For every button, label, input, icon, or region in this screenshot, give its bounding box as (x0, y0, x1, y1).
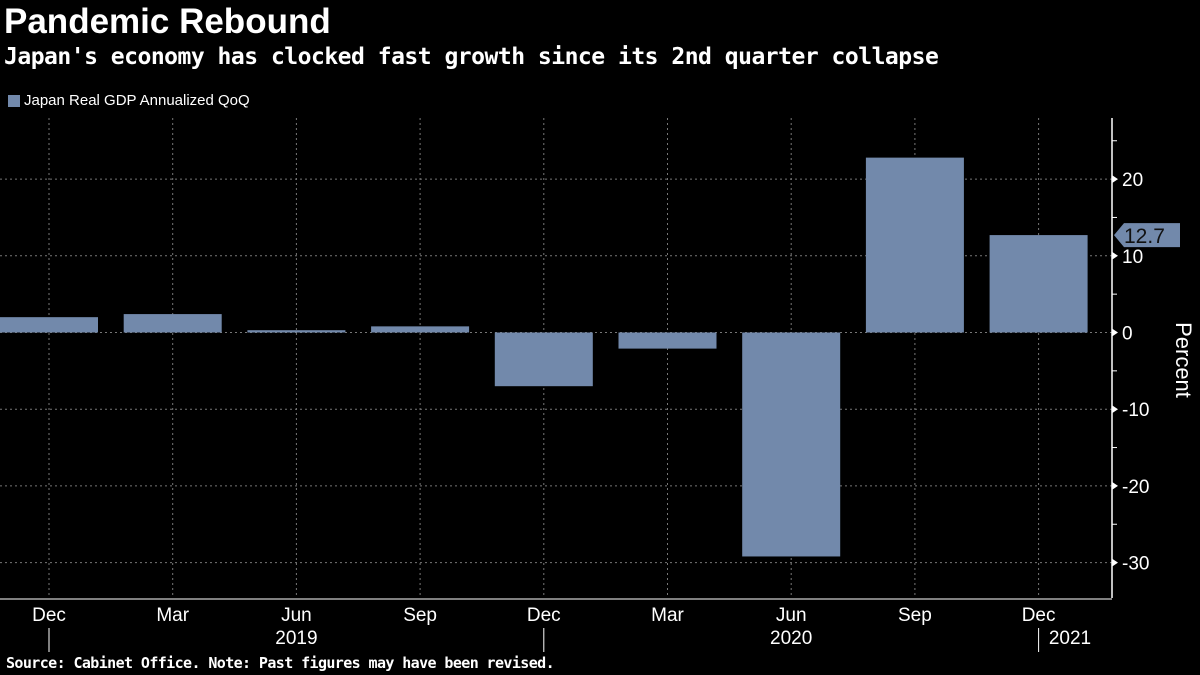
chart-title: Pandemic Rebound (4, 2, 331, 41)
x-tick-label: Dec (1022, 605, 1056, 626)
bar (0, 317, 98, 333)
bar (247, 330, 346, 333)
legend: Japan Real GDP Annualized QoQ (8, 92, 250, 109)
bar (123, 314, 222, 333)
x-tick-label: Jun (281, 605, 312, 626)
x-tick-label: Mar (651, 605, 684, 626)
y-tick-label: 20 (1122, 170, 1143, 191)
y-tick-label: -30 (1122, 554, 1149, 575)
x-tick-label: Jun (776, 605, 807, 626)
y-tick-label: -10 (1122, 400, 1149, 421)
bar (742, 332, 841, 557)
y-tick-mark (1112, 251, 1118, 260)
x-tick-label: Sep (403, 605, 437, 626)
y-tick-mark (1112, 175, 1118, 184)
y-tick-mark (1112, 558, 1118, 567)
last-value-label: 12.7 (1124, 225, 1165, 248)
bar (865, 157, 964, 333)
x-tick-label: Mar (156, 605, 189, 626)
legend-label: Japan Real GDP Annualized QoQ (24, 92, 250, 109)
source-note: Source: Cabinet Office. Note: Past figur… (6, 654, 555, 672)
y-axis-label: Percent (1171, 322, 1196, 398)
y-tick-label: 0 (1122, 324, 1133, 345)
bar (494, 332, 593, 387)
x-tick-label: Dec (527, 605, 561, 626)
y-tick-mark (1112, 481, 1118, 490)
last-value-tag (1114, 223, 1180, 248)
bar (989, 235, 1088, 333)
y-tick-label: 10 (1122, 247, 1143, 268)
year-label: 2021 (1049, 628, 1091, 649)
bar (371, 326, 470, 333)
legend-swatch (8, 94, 20, 107)
chart-subtitle: Japan's economy has clocked fast growth … (4, 44, 939, 70)
x-tick-label: Dec (32, 605, 66, 626)
x-tick-label: Sep (898, 605, 932, 626)
bar (618, 332, 717, 349)
y-tick-mark (1112, 328, 1118, 337)
year-label: 2019 (275, 628, 317, 649)
y-tick-mark (1112, 405, 1118, 414)
y-tick-label: -20 (1122, 477, 1149, 498)
year-label: 2020 (770, 628, 812, 649)
